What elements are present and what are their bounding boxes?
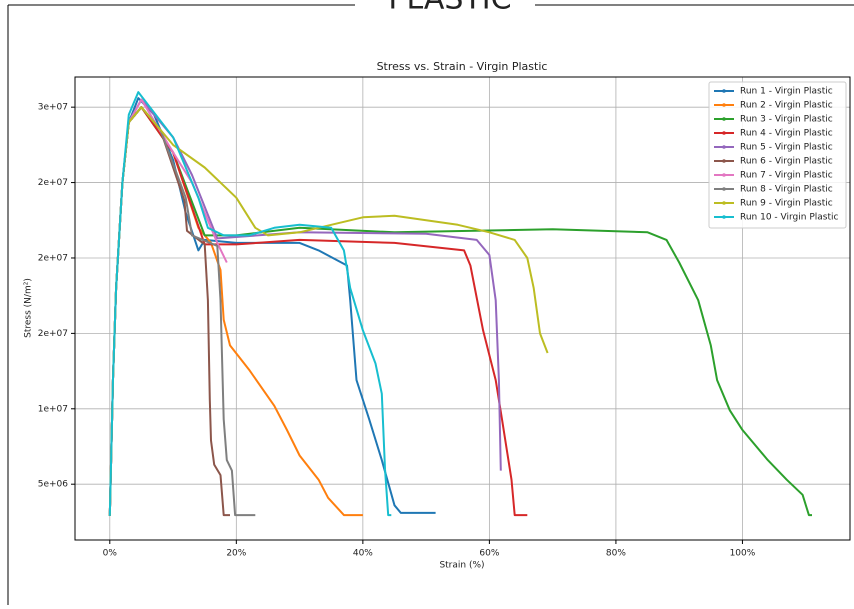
legend-marker — [722, 103, 726, 107]
chart-title: Stress vs. Strain - Virgin Plastic — [377, 60, 548, 73]
y-tick-label: 1e+07 — [38, 404, 68, 414]
x-tick-label: 0% — [103, 549, 118, 559]
legend-label: Run 2 - Virgin Plastic — [740, 101, 833, 111]
y-tick-label: 2e+07 — [38, 329, 68, 339]
x-tick-label: 20% — [226, 549, 246, 559]
legend-label: Run 3 - Virgin Plastic — [740, 115, 833, 125]
title-gap — [355, 0, 535, 8]
legend-marker — [722, 117, 726, 121]
legend-box — [708, 81, 847, 229]
series-line — [108, 91, 392, 517]
legend-label: Run 10 - Virgin Plastic — [740, 213, 838, 223]
axes-frame — [74, 76, 851, 541]
legend-marker — [722, 215, 726, 219]
x-axis-label: Strain (%) — [439, 561, 484, 571]
legend-label: Run 5 - Virgin Plastic — [740, 143, 833, 153]
legend-label: Run 1 - Virgin Plastic — [740, 87, 833, 97]
legend-marker — [722, 187, 726, 191]
y-tick-label: 5e+06 — [38, 480, 69, 490]
legend-marker — [722, 145, 726, 149]
x-tick-label: 100% — [730, 549, 756, 559]
y-tick-label: 2e+07 — [38, 178, 68, 188]
x-tick-label: 40% — [353, 549, 373, 559]
y-tick-label: 3e+07 — [38, 103, 68, 113]
y-tick-label: 2e+07 — [38, 253, 68, 263]
legend-marker — [722, 173, 726, 177]
page-title: PLASTIC — [388, 0, 511, 17]
legend-label: Run 6 - Virgin Plastic — [740, 157, 833, 167]
legend-label: Run 9 - Virgin Plastic — [740, 199, 833, 209]
legend-label: Run 8 - Virgin Plastic — [740, 185, 833, 195]
x-tick-label: 60% — [479, 549, 499, 559]
legend-marker — [722, 159, 726, 163]
legend-marker — [722, 89, 726, 93]
legend-label: Run 7 - Virgin Plastic — [740, 171, 833, 181]
legend-marker — [722, 131, 726, 135]
x-tick-label: 80% — [606, 549, 626, 559]
legend-label: Run 4 - Virgin Plastic — [740, 129, 833, 139]
y-axis-label: Stress (N/m²) — [24, 278, 34, 338]
legend-marker — [722, 201, 726, 205]
